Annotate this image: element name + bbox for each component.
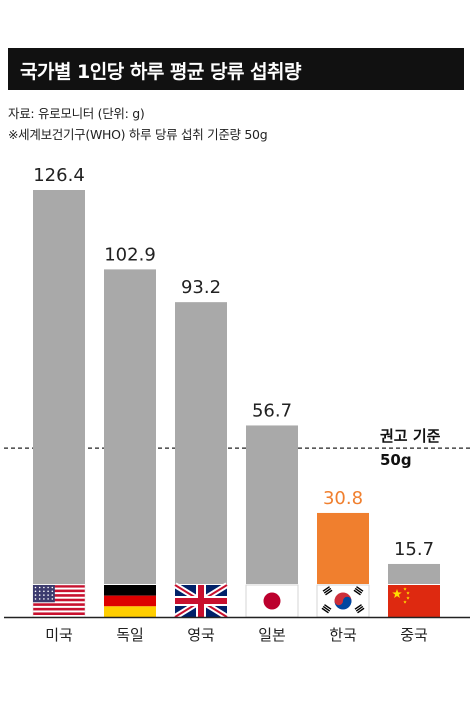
category-label: 영국 [187,626,215,644]
source-text: 자료: 유로모니터 (단위: g) [8,106,145,121]
bar [246,425,298,584]
germany-flag-icon [104,585,156,617]
bar-value-label: 93.2 [181,277,221,298]
bar-value-label: 102.9 [104,244,156,265]
category-label: 한국 [329,626,357,644]
bar-value-label: 126.4 [33,165,85,186]
chart-title: 국가별 1인당 하루 평균 당류 섭취량 [20,61,302,83]
bar [175,302,227,584]
bar [317,512,369,584]
bar-value-label: 30.8 [323,488,363,509]
usa-flag-icon [32,584,86,618]
bar-value-label: 15.7 [394,539,434,560]
note-text: ※세계보건기구(WHO) 하루 당류 섭취 기준량 50g [8,127,268,142]
bar [388,563,440,584]
japan-flag-icon [245,584,299,618]
category-label: 일본 [258,626,286,644]
bar-value-label: 56.7 [252,400,292,421]
category-label: 중국 [400,626,428,644]
china-flag-icon [388,585,440,617]
category-label: 독일 [116,626,144,644]
bar [33,190,85,584]
chart-title-bar: 국가별 1인당 하루 평균 당류 섭취량 [8,48,464,90]
korea-flag-icon [316,584,370,618]
reference-label: 권고 기준 [380,427,441,445]
uk-flag-icon [173,582,229,620]
reference-value-label: 50g [380,451,412,469]
category-label: 미국 [45,626,73,644]
bar [104,269,156,584]
